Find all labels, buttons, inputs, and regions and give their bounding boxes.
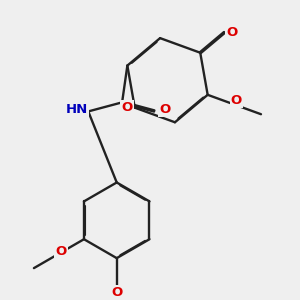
Text: O: O: [122, 101, 133, 114]
Text: O: O: [55, 245, 67, 258]
Text: O: O: [111, 286, 122, 298]
Text: O: O: [226, 26, 238, 39]
Text: O: O: [159, 103, 170, 116]
Text: O: O: [231, 94, 242, 107]
Text: HN: HN: [66, 103, 88, 116]
